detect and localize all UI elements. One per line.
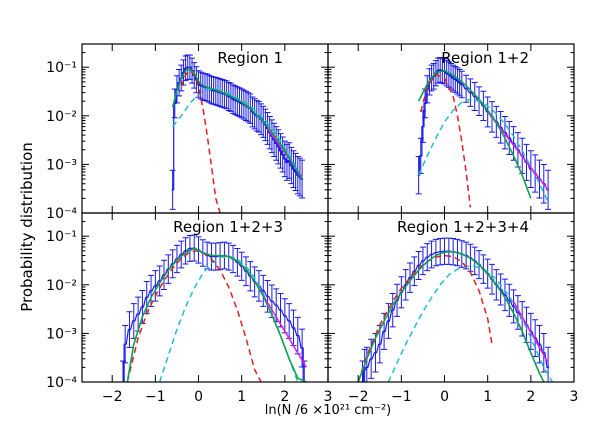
error-bar <box>463 74 470 103</box>
error-bar <box>501 278 508 312</box>
error-bar <box>415 250 422 280</box>
error-bar <box>497 110 504 144</box>
x-tick-label: 3 <box>570 389 579 405</box>
panel-frame <box>81 212 329 383</box>
x-tick-label: 0 <box>194 389 203 405</box>
error-bar <box>424 243 431 272</box>
y-axis-label: Probability distribution <box>18 142 36 312</box>
error-bar <box>243 256 249 287</box>
error-bar <box>130 303 137 339</box>
error-bar <box>173 244 180 274</box>
error-bar <box>381 312 388 350</box>
error-bar <box>419 246 426 276</box>
panel-title: Region 1+2 <box>441 49 529 67</box>
error-bar <box>458 70 465 99</box>
panel-title: Region 1+2+3+4 <box>397 218 529 236</box>
error-bar <box>122 324 129 364</box>
y-tick-label: 10⁻⁴ <box>46 375 77 391</box>
error-bar <box>411 256 418 287</box>
error-bar <box>497 273 504 306</box>
error-bar <box>402 269 409 301</box>
x-tick-label: 1 <box>237 389 246 405</box>
x-tick-label: 0 <box>440 389 449 405</box>
y-tick-label: 10⁻³ <box>46 157 77 173</box>
x-tick-label: 2 <box>280 389 289 405</box>
panel-2: Region 1+2 <box>327 43 575 214</box>
panel-title: Region 1 <box>217 49 283 67</box>
x-tick-label: −2 <box>102 389 123 405</box>
panel-plot-area <box>415 56 552 210</box>
panel-plot-area <box>169 54 306 213</box>
y-tick-label: 10⁻³ <box>46 326 77 342</box>
error-bar <box>545 169 552 210</box>
histogram-line <box>417 69 550 191</box>
error-bar <box>545 346 552 382</box>
error-bar <box>506 120 513 155</box>
y-tick-label: 10⁻² <box>46 278 77 294</box>
x-tick-label: 2 <box>526 389 535 405</box>
error-bar <box>432 238 439 267</box>
error-bar <box>385 303 392 339</box>
lognormal-fit <box>126 250 262 382</box>
error-bar <box>148 274 155 307</box>
panel-plot-area <box>357 237 554 382</box>
error-bar <box>234 248 241 277</box>
error-bar <box>161 259 167 290</box>
total-fit <box>126 247 307 382</box>
y-tick-label: 10⁻² <box>46 109 77 125</box>
y-tick-label: 10⁻⁴ <box>46 206 77 222</box>
y-tick-label: 10⁻¹ <box>46 229 77 245</box>
error-bar <box>428 240 435 269</box>
error-bar <box>394 283 401 317</box>
x-axis-label: ln(N /6 ×10²¹ cm⁻²) <box>265 403 392 418</box>
panel-1: 10⁻⁴ 10⁻³ 10⁻² 10⁻¹ Region 1 <box>46 43 329 222</box>
panel-frame <box>327 212 575 383</box>
error-bar <box>212 242 219 271</box>
error-bar <box>238 251 245 281</box>
total-fit <box>171 68 303 180</box>
error-bar <box>290 309 297 347</box>
error-bar <box>467 78 474 107</box>
second-component-fit <box>417 98 549 203</box>
powerlaw-fit <box>512 301 549 364</box>
x-tick-label: 1 <box>483 389 492 405</box>
error-bar <box>471 81 478 111</box>
panel-plot-area <box>120 234 308 382</box>
error-bar <box>156 265 163 297</box>
error-bar <box>299 159 306 199</box>
y-tick-label: 10⁻¹ <box>46 60 77 76</box>
error-bar <box>407 262 413 293</box>
error-bar <box>178 240 185 269</box>
error-bar <box>260 274 267 307</box>
panel-4: −2 −1 0 1 2 3 Region 1+2+3+4 <box>327 212 579 405</box>
x-tick-label: 3 <box>324 389 333 405</box>
error-bar <box>506 283 513 317</box>
histogram-line <box>121 247 306 382</box>
error-bar <box>389 293 396 328</box>
total-fit <box>357 250 545 382</box>
panel-3: 10⁻⁴ 10⁻³ 10⁻² 10⁻¹ −2 −1 0 1 2 3 Region 1+2+3 <box>46 212 333 405</box>
x-tick-label: −1 <box>145 389 166 405</box>
error-bar <box>169 249 176 279</box>
x-tick-label: −2 <box>348 389 369 405</box>
lognormal-fit <box>420 73 472 208</box>
error-bar <box>510 289 517 324</box>
lognormal-fit <box>180 69 221 213</box>
error-bar <box>182 237 189 265</box>
error-bar <box>169 169 176 210</box>
x-tick-label: −1 <box>391 389 412 405</box>
error-bar <box>501 115 508 150</box>
panel-title: Region 1+2+3 <box>173 218 283 236</box>
total-fit <box>417 69 532 199</box>
second-component-fit <box>387 265 554 382</box>
error-bar <box>527 150 534 188</box>
error-bar <box>363 346 370 382</box>
error-bar <box>126 311 133 348</box>
second-component-fit <box>172 88 303 180</box>
